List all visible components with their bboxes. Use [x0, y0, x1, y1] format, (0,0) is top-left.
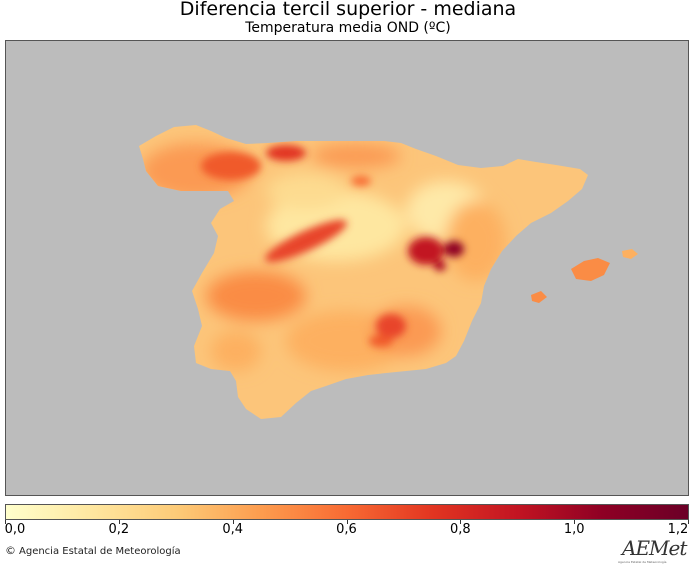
colorbar-tick-label: 0,4	[222, 522, 243, 537]
logo-subtext: Agencia Estatal de Meteorología	[618, 560, 667, 564]
colorbar-tick	[574, 520, 576, 524]
colorbar-tick-label: 0,0	[4, 522, 26, 537]
colorbar-tick-label: 1,0	[563, 522, 585, 537]
colorbar-tick	[118, 520, 120, 524]
colorbar-tick	[346, 520, 348, 524]
colorbar-tick-label: 0,6	[336, 522, 357, 537]
logo-text: AEMet	[622, 536, 687, 560]
map-title: Diferencia tercil superior - mediana	[179, 0, 517, 20]
colorbar-tick-label: 0,2	[108, 522, 130, 537]
copyright-icon: ©	[5, 544, 16, 557]
colorbar-tick	[688, 520, 689, 524]
colorbar-tick-label: 0,8	[449, 522, 471, 537]
spain-map	[139, 125, 638, 419]
colorbar-tick	[460, 520, 462, 524]
colorbar-tick	[232, 520, 234, 524]
colorbar-tick-label: 1,2	[667, 522, 689, 537]
credit: © Agencia Estatal de Meteorología	[5, 544, 181, 559]
aemet-logo: AEMet Agencia Estatal de Meteorología	[618, 536, 692, 566]
colorbar	[5, 504, 689, 520]
balearic-islands	[531, 249, 638, 303]
credit-text: Agencia Estatal de Meteorología	[19, 546, 181, 557]
mainland-spain	[139, 125, 588, 419]
colorbar-tick	[5, 520, 6, 524]
map-frame	[5, 40, 689, 496]
map-subtitle: Temperatura media OND (ºC)	[245, 20, 451, 36]
